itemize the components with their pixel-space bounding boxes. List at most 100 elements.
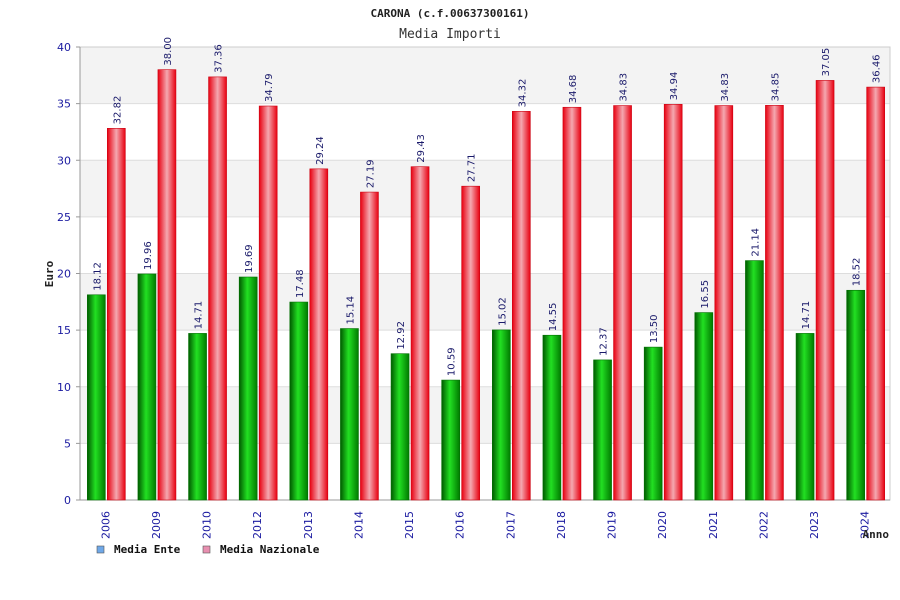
x-tick-label: 2021 [707, 511, 720, 539]
data-label-media-nazionale: 34.83 [720, 73, 731, 102]
bar-media-ente [593, 359, 612, 501]
data-labels: 18.12 32.82 19.96 38.00 14.71 37.36 19.69 34.79… [92, 37, 882, 376]
bar-media-ente [87, 294, 106, 501]
bar-media-ente [238, 276, 258, 501]
bar-media-ente [137, 273, 157, 501]
bar-media-ente [643, 346, 663, 501]
legend: Media Ente Media Nazionale [96, 543, 320, 556]
bar-media-ente [846, 289, 865, 501]
y-tick-label: 30 [57, 154, 71, 167]
bar-media-nazionale [562, 106, 582, 501]
bar-media-nazionale [765, 105, 784, 501]
data-label-media-nazionale: 38.00 [163, 37, 174, 66]
bars [87, 69, 885, 501]
y-tick-label: 5 [64, 437, 71, 450]
x-tick-label: 2006 [99, 511, 112, 539]
x-tick-label: 2009 [150, 511, 163, 539]
x-tick-label: 2016 [454, 511, 467, 539]
data-label-media-ente: 14.71 [801, 301, 812, 330]
data-label-media-ente: 10.59 [447, 347, 458, 376]
y-tick-label: 10 [57, 381, 71, 394]
bar-media-nazionale [157, 69, 177, 501]
data-label-media-nazionale: 37.05 [821, 48, 832, 77]
data-label-media-ente: 12.92 [396, 321, 407, 350]
x-tick-label: 2020 [656, 511, 669, 539]
x-axis-label: Anno [863, 528, 890, 541]
bar-media-ente [390, 353, 410, 501]
y-tick-label: 0 [64, 494, 71, 507]
bar-media-nazionale [309, 168, 329, 501]
bar-media-ente [694, 312, 714, 501]
bar-media-ente [745, 260, 764, 501]
y-tick-label: 20 [57, 268, 71, 281]
bar-media-ente [441, 379, 460, 501]
chart-subtitle: Media Importi [399, 27, 501, 42]
bar-media-ente [340, 328, 359, 501]
y-tick-label: 15 [57, 324, 71, 337]
bar-media-nazionale [613, 105, 632, 501]
data-label-media-ente: 19.69 [244, 244, 255, 273]
y-tick-label: 35 [57, 98, 71, 111]
bar-media-nazionale [714, 105, 734, 501]
data-label-media-ente: 18.52 [852, 258, 863, 287]
bar-media-nazionale [815, 80, 835, 501]
data-label-media-nazionale: 29.43 [416, 134, 427, 163]
x-tick-label: 2018 [555, 511, 568, 539]
x-tick-label: 2019 [606, 511, 619, 539]
y-axis-ticks: 0 5 10 15 20 25 30 35 40 [57, 41, 80, 507]
data-label-media-nazionale: 34.94 [669, 72, 680, 101]
x-tick-label: 2015 [403, 511, 416, 539]
data-label-media-ente: 15.02 [497, 297, 508, 326]
grid-band [80, 47, 890, 104]
data-label-media-ente: 13.50 [649, 314, 660, 343]
data-label-media-nazionale: 34.32 [517, 79, 528, 108]
legend-swatch-media-nazionale [202, 545, 211, 554]
data-label-media-nazionale: 27.71 [467, 154, 478, 183]
x-tick-label: 2024 [859, 511, 872, 539]
chart-title: CARONA (c.f.00637300161) [371, 7, 530, 20]
legend-label-media-ente: Media Ente [114, 543, 181, 556]
data-label-media-nazionale: 34.79 [264, 73, 275, 102]
data-label-media-ente: 14.71 [194, 301, 205, 330]
x-tick-label: 2010 [201, 511, 214, 539]
data-label-media-ente: 17.48 [295, 269, 306, 298]
x-tick-label: 2017 [504, 511, 517, 539]
data-label-media-ente: 16.55 [700, 280, 711, 309]
bar-media-nazionale [360, 191, 379, 501]
bar-media-ente [492, 329, 511, 501]
data-label-media-ente: 15.14 [345, 296, 356, 325]
bar-media-nazionale [258, 105, 278, 501]
bar-media-nazionale [107, 128, 126, 501]
x-tick-label: 2014 [352, 511, 365, 539]
bar-media-nazionale [208, 76, 227, 501]
data-label-media-nazionale: 34.68 [568, 75, 579, 104]
data-label-media-ente: 19.96 [143, 241, 154, 270]
bar-media-ente [289, 301, 309, 501]
bar-media-nazionale [866, 86, 885, 501]
x-tick-label: 2022 [757, 511, 770, 539]
bar-media-ente [188, 333, 207, 501]
data-label-media-nazionale: 27.19 [365, 159, 376, 188]
bar-media-nazionale [663, 104, 683, 501]
x-tick-label: 2012 [251, 511, 264, 539]
y-tick-label: 40 [57, 41, 71, 54]
y-tick-label: 25 [57, 211, 71, 224]
bar-media-ente [795, 333, 815, 501]
bar-media-ente [542, 334, 562, 501]
data-label-media-ente: 21.14 [750, 228, 761, 257]
data-label-media-nazionale: 34.85 [770, 73, 781, 102]
data-label-media-ente: 14.55 [548, 303, 559, 332]
legend-label-media-nazionale: Media Nazionale [220, 543, 320, 556]
y-axis-label: Euro [43, 260, 56, 287]
data-label-media-ente: 18.12 [92, 262, 103, 291]
data-label-media-nazionale: 32.82 [112, 96, 123, 125]
x-axis-ticks: 2006 2009 2010 2012 2013 2014 2015 2016 2017 2018… [99, 511, 871, 539]
data-label-media-nazionale: 36.46 [872, 54, 883, 83]
legend-swatch-media-ente [96, 545, 105, 554]
data-label-media-nazionale: 37.36 [214, 44, 225, 73]
bar-media-nazionale [461, 185, 480, 501]
x-tick-label: 2013 [302, 511, 315, 539]
data-label-media-nazionale: 34.83 [619, 73, 630, 102]
